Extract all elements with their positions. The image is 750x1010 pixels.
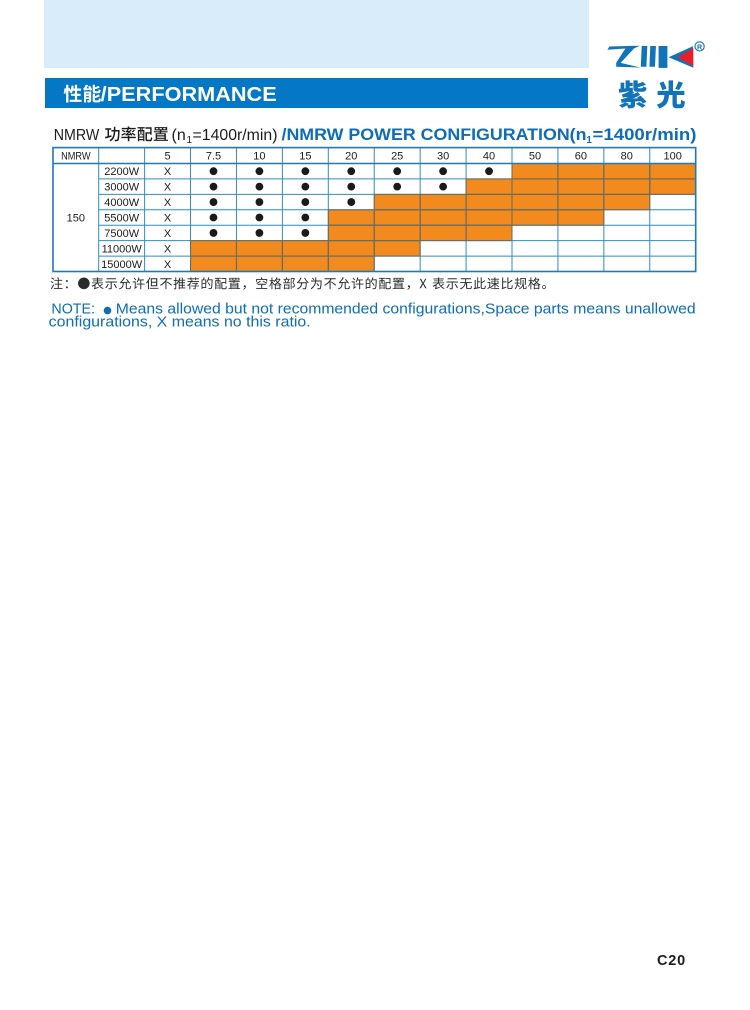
svg-text:X: X: [164, 213, 172, 225]
svg-text:5: 5: [164, 151, 170, 163]
svg-text:1: 1: [586, 135, 592, 146]
svg-text:7.5: 7.5: [206, 151, 221, 163]
svg-text:100: 100: [664, 151, 682, 163]
svg-text:1: 1: [187, 135, 193, 146]
svg-text:NOTE:: NOTE:: [51, 300, 95, 317]
svg-text:20: 20: [345, 151, 357, 163]
svg-text:=1400r/min): =1400r/min): [193, 127, 278, 144]
svg-text:2200W: 2200W: [104, 166, 139, 178]
svg-text:15: 15: [299, 151, 311, 163]
svg-text:40: 40: [483, 151, 495, 163]
svg-text:25: 25: [391, 151, 403, 163]
svg-text:X: X: [164, 228, 172, 240]
svg-text:11000W: 11000W: [102, 243, 143, 255]
svg-text:15000W: 15000W: [101, 259, 143, 271]
svg-text:=1400r/min): =1400r/min): [593, 126, 697, 144]
svg-text:/NMRW POWER CONFIGURATION(n: /NMRW POWER CONFIGURATION(n: [282, 126, 587, 144]
svg-text:10: 10: [253, 151, 265, 163]
svg-text:3000W: 3000W: [104, 182, 139, 194]
svg-text:30: 30: [437, 151, 449, 163]
svg-text:X: X: [164, 182, 172, 194]
svg-text:NMRW: NMRW: [61, 151, 91, 163]
svg-text:X: X: [164, 243, 172, 255]
svg-text:Means allowed but not recommen: Means allowed but not recommended config…: [116, 300, 696, 317]
svg-text:X: X: [164, 197, 172, 209]
svg-text:80: 80: [621, 151, 633, 163]
svg-text:50: 50: [529, 151, 541, 163]
svg-text:configurations, X means no thi: configurations, X means no this ratio.: [49, 314, 311, 331]
svg-text:60: 60: [575, 151, 587, 163]
svg-text:7500W: 7500W: [104, 228, 139, 240]
svg-text:150: 150: [67, 213, 85, 225]
svg-text:5500W: 5500W: [104, 213, 139, 225]
svg-text:X: X: [164, 259, 172, 271]
svg-text:R: R: [697, 42, 703, 51]
svg-text:/PERFORMANCE: /PERFORMANCE: [101, 84, 277, 106]
svg-text:NMRW: NMRW: [54, 127, 100, 144]
svg-text:4000W: 4000W: [104, 197, 139, 209]
svg-text:C20: C20: [657, 953, 686, 969]
svg-text:(n: (n: [172, 127, 186, 144]
svg-text:X: X: [164, 166, 172, 178]
